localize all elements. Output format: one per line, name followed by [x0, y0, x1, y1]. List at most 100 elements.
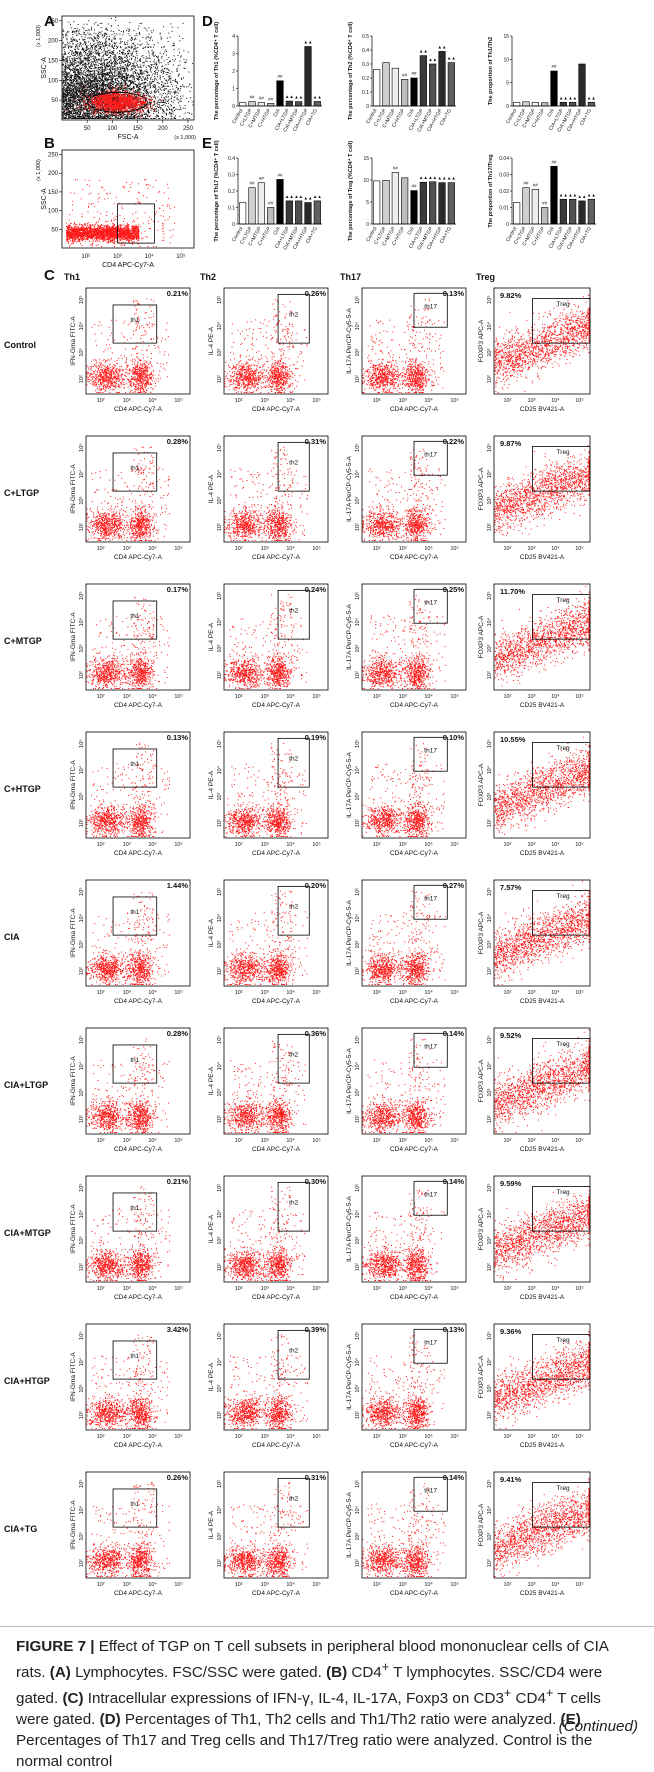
bar: [314, 101, 321, 106]
x-tick-label: 10²: [373, 990, 381, 996]
gate-label: th17: [424, 1488, 437, 1495]
y-axis-title: FOXP3 APC-A: [478, 1207, 485, 1250]
percentage: 0.14%: [443, 1177, 465, 1186]
y-tick-label: 10⁵: [78, 1479, 85, 1487]
y-tick-label: 0: [232, 222, 235, 228]
significance-mark: ▲▲: [447, 176, 456, 181]
y-tick-label: 10²: [79, 1411, 85, 1419]
significance-mark: ##: [542, 201, 548, 206]
y-tick-label: 10³: [79, 1533, 85, 1541]
x-axis-title: CD4 APC-Cy7-A: [252, 554, 301, 561]
x-tick-label: 10²: [97, 1582, 105, 1588]
percentage: 0.26%: [167, 1473, 189, 1482]
y-tick-label: 10²: [487, 1115, 493, 1123]
x-tick-label: 10³: [261, 1582, 269, 1588]
x-tick-label: 10³: [399, 842, 407, 848]
significance-mark: ##: [551, 64, 557, 69]
gate-label: th2: [289, 1347, 298, 1354]
events: [363, 299, 445, 393]
x-tick-label: 10⁵: [450, 1433, 458, 1440]
x-axis-title: CD4 APC-Cy7-A: [252, 998, 301, 1005]
x-axis-title: CD4 APC-Cy7-A: [114, 850, 163, 857]
y-axis-title: IL-4 PE-A: [208, 918, 215, 947]
caption-text: FIGURE 7 |: [16, 1638, 99, 1655]
bar: [373, 70, 380, 106]
percentage: 0.25%: [443, 585, 465, 594]
y-tick-label: 10⁵: [354, 887, 361, 895]
y-tick-label: 10⁴: [486, 1061, 493, 1070]
percentage: 0.26%: [305, 289, 327, 298]
x-tick-label: 10⁴: [424, 989, 433, 996]
y-tick-label: 10³: [355, 1237, 361, 1245]
x-tick-label: 10⁵: [312, 1137, 320, 1144]
caption-continued: (Continued): [559, 1718, 638, 1735]
y-tick-label: 10²: [355, 671, 361, 679]
y-tick-label: 10³: [355, 349, 361, 357]
y-tick-label: 10⁴: [78, 1209, 85, 1218]
percentage: 0.22%: [443, 437, 465, 446]
y-axis-title: IFN-Gma FITC-A: [70, 908, 77, 958]
y-tick-label: 10⁵: [216, 1331, 223, 1339]
bar: [401, 178, 408, 224]
x-axis-title: CD4 APC-Cy7-A: [114, 554, 163, 561]
bar: [295, 102, 302, 106]
significance-mark: ▲▲: [419, 175, 428, 180]
y-axis-title: FOXP3 APC-A: [478, 1355, 485, 1398]
x-tick-label: 10⁴: [551, 693, 560, 700]
y-tick-label: 0.02: [499, 189, 509, 195]
y-tick-label: 10⁴: [78, 1061, 85, 1070]
percentage: 9.41%: [500, 1475, 522, 1484]
gate: [278, 738, 309, 787]
y-axis-title: The percentage of Th2 (%CD4⁺ T cell): [347, 22, 354, 120]
x-tick-label: 10⁴: [148, 693, 157, 700]
x-tick-label: 200: [158, 126, 169, 132]
x-tick-label: 10⁴: [148, 841, 157, 848]
x-tick-label: 10²: [235, 694, 243, 700]
y-tick-label: 0.4: [228, 156, 235, 162]
significance-mark: ▲▲: [447, 56, 456, 61]
x-tick-label: 10⁴: [551, 397, 560, 404]
bar: [420, 56, 427, 106]
bar: [258, 103, 265, 107]
y-tick-label: 10⁴: [354, 765, 361, 774]
y-tick-label: 10²: [217, 819, 223, 827]
x-tick-label: 10²: [97, 694, 105, 700]
gate-label: th17: [424, 896, 437, 903]
y-tick-label: 10²: [217, 1411, 223, 1419]
bar: [277, 179, 284, 224]
bar: [392, 173, 399, 224]
y-axis-title: The percentage of Th17 (%CD4⁺ T cell): [213, 140, 220, 241]
x-tick-label: 10²: [503, 990, 511, 996]
gate-label: Treg: [557, 301, 571, 308]
y-tick-label: 10⁴: [216, 617, 223, 626]
y-tick-label: 15: [503, 34, 509, 40]
x-axis-title: CD4 APC-Cy7-A: [390, 702, 439, 709]
events: [363, 449, 446, 540]
y-tick-label: 5: [366, 200, 369, 206]
x-axis-title: CD4 APC-Cy7-A: [114, 1146, 163, 1153]
y-tick-label: 10²: [355, 1411, 361, 1419]
x-tick-label: 10⁴: [551, 1433, 560, 1440]
y-tick-label: 10³: [79, 497, 85, 505]
percentage: 0.13%: [443, 289, 465, 298]
x-tick-label: 10³: [399, 694, 407, 700]
y-tick-label: 10⁴: [78, 1357, 85, 1366]
y-tick-label: 10⁴: [486, 1209, 493, 1218]
x-tick-label: 10⁵: [312, 545, 320, 552]
bar: [305, 47, 312, 107]
x-tick-label: 10²: [373, 842, 381, 848]
percentage: 9.59%: [500, 1179, 522, 1188]
x-tick-label: 10³: [123, 398, 131, 404]
y-tick-label: 10⁵: [354, 443, 361, 451]
y-tick-label: 10⁴: [486, 765, 493, 774]
y-axis-title: The proportion of Th17/Treg: [488, 154, 494, 227]
x-tick-label: 10²: [373, 1434, 381, 1440]
events: [363, 1336, 445, 1429]
x-tick-label: 10²: [503, 546, 511, 552]
y-tick-label: 10³: [355, 1385, 361, 1393]
row-label: CIA+LTGP: [4, 1080, 48, 1090]
bar: [401, 79, 408, 106]
x-tick-label: 10⁴: [424, 1433, 433, 1440]
y-tick-label: 10⁵: [78, 1331, 85, 1339]
y-tick-label: 10⁵: [78, 1183, 85, 1191]
